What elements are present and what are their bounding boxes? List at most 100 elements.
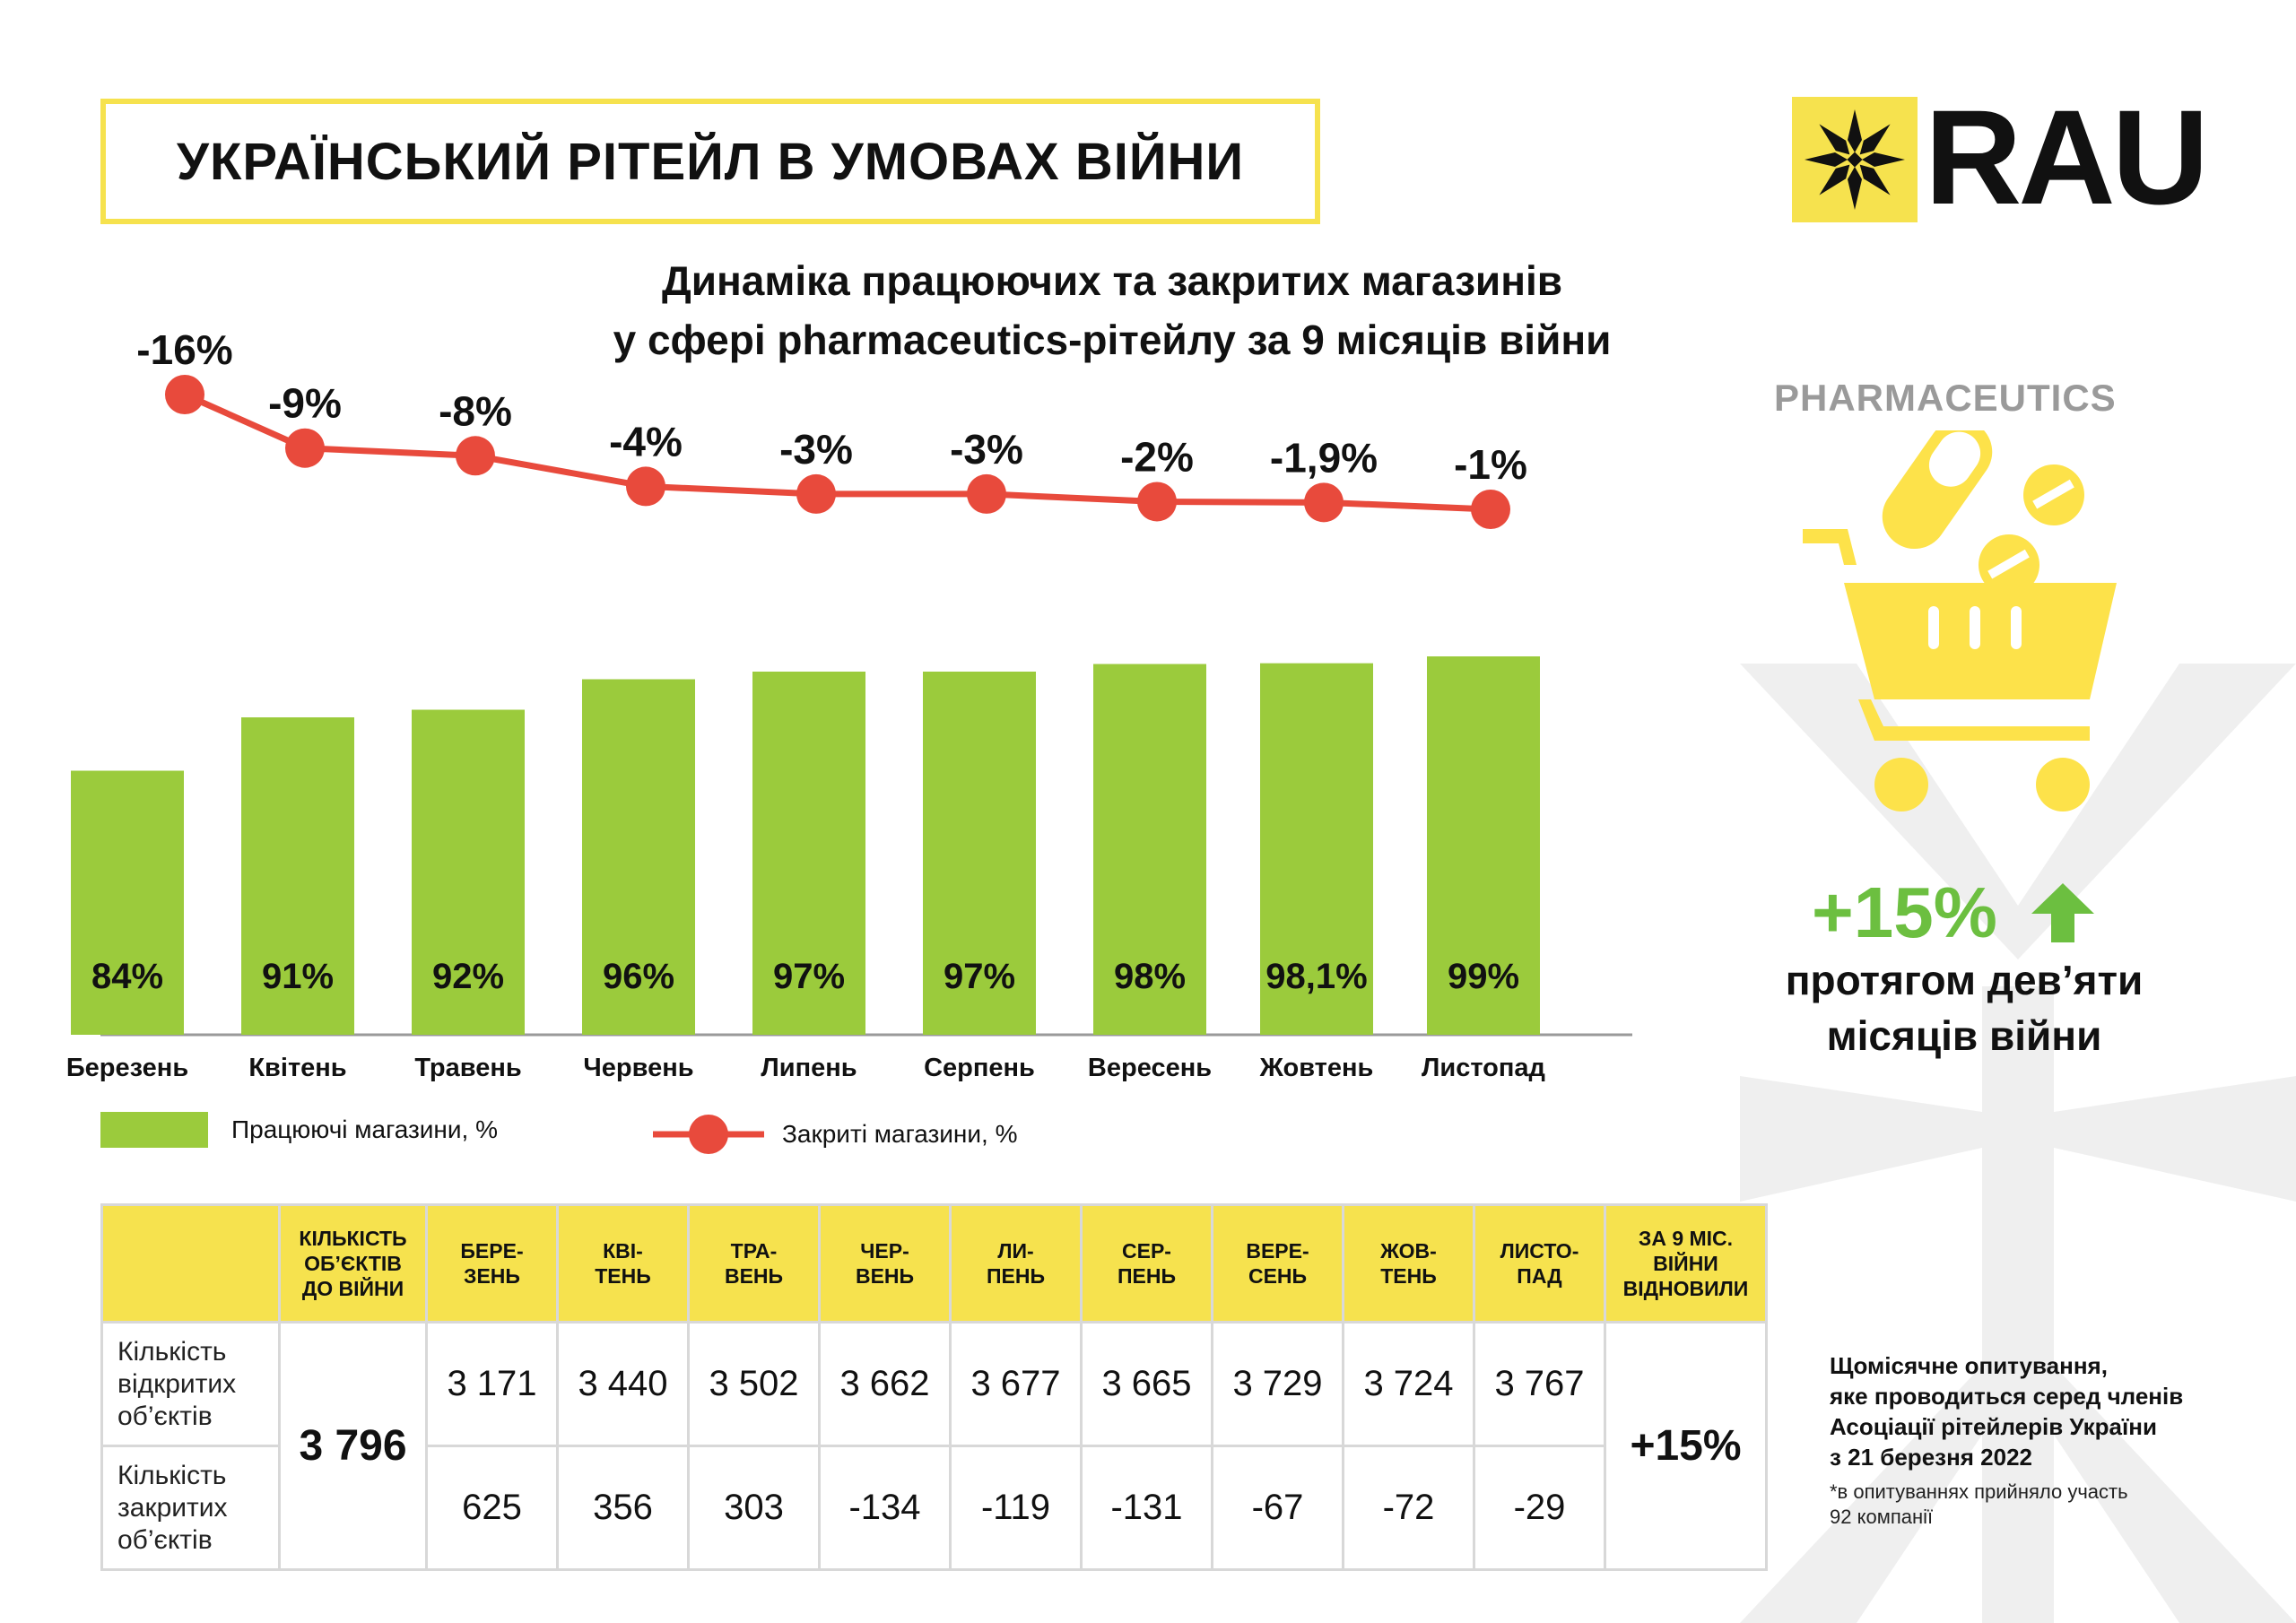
line-value-label: -2%	[1120, 433, 1194, 480]
line-point	[1304, 482, 1344, 523]
line-point	[1471, 490, 1510, 529]
table-header-cell: ЗА 9 МІС. ВІЙНИ ВІДНОВИЛИ	[1604, 1203, 1768, 1324]
table-cell: 625	[425, 1445, 559, 1571]
table-header-cell: ВЕРЕ- СЕНЬ	[1211, 1203, 1344, 1324]
table-header-cell: ЖОВ- ТЕНЬ	[1342, 1203, 1475, 1324]
table-cell: 3 665	[1080, 1321, 1213, 1447]
restored-percent: +15%	[1604, 1321, 1768, 1571]
row-label-open: Кількість відкритих об’єктів	[100, 1321, 281, 1447]
table-cell: 356	[556, 1445, 690, 1571]
chart-subtitle-line1: Динаміка працюючих та закритих магазинів	[661, 257, 1563, 304]
stores-table: КІЛЬКІСТЬ ОБ’ЄКТІВ ДО ВІЙНИ БЕРЕ- ЗЕНЬ КВІ-…	[100, 1203, 1768, 1571]
increase-caption-line1: протягом дев’яти	[1785, 957, 2144, 1003]
table-header-cell: ЛИСТО- ПАД	[1473, 1203, 1606, 1324]
bar-value-label: 91%	[262, 957, 334, 996]
increase-indicator: +15%	[1812, 872, 2094, 954]
row-label-closed: Кількість закритих об’єктів	[100, 1445, 281, 1571]
bar	[752, 672, 865, 1035]
bar	[1093, 664, 1206, 1035]
x-tick-label: Серпень	[924, 1054, 1035, 1082]
legend-bars: Працюючі магазини, %	[100, 1112, 498, 1148]
bar	[71, 770, 184, 1035]
table-cell: -119	[949, 1445, 1083, 1571]
bar-value-label: 84%	[91, 957, 163, 996]
table-cell: 3 724	[1342, 1321, 1475, 1447]
shopping-cart-with-pills-icon	[1803, 430, 2117, 812]
legend-bar-label: Працюючі магазини, %	[231, 1115, 498, 1143]
table-header-cell: БЕРЕ- ЗЕНЬ	[425, 1203, 559, 1324]
x-tick-label: Липень	[761, 1054, 857, 1082]
bar	[1260, 663, 1373, 1035]
x-tick-label: Червень	[583, 1054, 693, 1082]
logo-star-icon	[1792, 97, 1918, 222]
table-header-cell: ЛИ- ПЕНЬ	[949, 1203, 1083, 1324]
line-value-label: -1%	[1454, 441, 1527, 488]
bar-value-label: 98%	[1114, 957, 1186, 996]
line-point	[796, 473, 836, 514]
x-tick-label: Квітень	[248, 1054, 346, 1082]
table-row-closed: Кількість закритих об’єктів 625 356 303 -1…	[100, 1445, 1767, 1571]
line-value-label: -9%	[268, 380, 342, 427]
increase-caption: протягом дев’яти місяців війни	[1722, 952, 2206, 1063]
bar-value-label: 92%	[432, 957, 504, 996]
legend-line: Закриті магазини, %	[653, 1112, 1018, 1157]
line-value-label: -3%	[950, 426, 1023, 473]
survey-footnote: *в опитуваннях прийняло участь 92 компан…	[1830, 1480, 2128, 1528]
page-title: УКРАЇНСЬКИЙ РІТЕЙЛ В УМОВАХ ВІЙНИ	[100, 99, 1320, 224]
x-tick-label: Листопад	[1422, 1054, 1545, 1082]
category-label: PHARMACEUTICS	[1774, 377, 2117, 419]
arrow-up-icon	[2031, 883, 2094, 942]
bar-value-label: 97%	[773, 957, 845, 996]
chart-subtitle: Динаміка працюючих та закритих магазинів…	[502, 251, 1722, 369]
table-header-row: КІЛЬКІСТЬ ОБ’ЄКТІВ ДО ВІЙНИ БЕРЕ- ЗЕНЬ КВІ-…	[100, 1203, 1768, 1324]
bar-value-label: 97%	[944, 957, 1015, 996]
line-point	[626, 466, 665, 507]
table-row-open: Кількість відкритих об’єктів 3 796 3 171 3…	[100, 1321, 1768, 1571]
x-tick-label: Травень	[414, 1054, 521, 1082]
table-cell: -29	[1473, 1445, 1606, 1571]
line-value-label: -8%	[439, 387, 512, 434]
rau-logo: RAU	[1792, 90, 2209, 224]
bar	[241, 717, 354, 1035]
x-tick-label: Березень	[66, 1054, 188, 1082]
increase-value: +15%	[1812, 872, 1997, 952]
bar	[582, 679, 695, 1035]
table-cell: 3 677	[949, 1321, 1083, 1447]
bar	[923, 672, 1036, 1035]
chart: 84% Березень 91% Квітень 92% Травень 96% Червен…	[66, 326, 1632, 1082]
bar	[1427, 656, 1540, 1035]
table-cell: 3 171	[425, 1321, 559, 1447]
line-value-label: -3%	[779, 426, 853, 473]
table-cell: -134	[818, 1445, 952, 1571]
chart-subtitle-line2: у сфері pharmaceutics-рітейлу за 9 місяц…	[613, 317, 1612, 363]
bar-value-label: 98,1%	[1265, 957, 1367, 996]
x-tick-label: Жовтень	[1259, 1054, 1374, 1082]
line-value-label: -1,9%	[1270, 434, 1378, 481]
table-cell: 3 767	[1473, 1321, 1606, 1447]
logo-text: RAU	[1925, 82, 2209, 232]
table-cell: 303	[687, 1445, 821, 1571]
bar-value-label: 99%	[1448, 957, 1519, 996]
line-point	[285, 428, 325, 468]
table-cell: -131	[1080, 1445, 1213, 1571]
line-point	[165, 375, 204, 414]
line-point	[967, 473, 1006, 514]
legend-line-label: Закриті магазини, %	[782, 1120, 1018, 1148]
table-header-cell: ЧЕР- ВЕНЬ	[818, 1203, 952, 1324]
table-header-cell: КІЛЬКІСТЬ ОБ’ЄКТІВ ДО ВІЙНИ	[278, 1203, 428, 1324]
table-cell: 3 729	[1211, 1321, 1344, 1447]
table-header-cell: КВІ- ТЕНЬ	[556, 1203, 690, 1324]
bar	[412, 709, 525, 1035]
line-point	[456, 436, 495, 476]
table-cell: 3 440	[556, 1321, 690, 1447]
increase-caption-line2: місяців війни	[1826, 1012, 2102, 1059]
line-point	[1137, 482, 1177, 522]
table-cell: 3 502	[687, 1321, 821, 1447]
line-value-label: -4%	[609, 418, 683, 464]
before-war-count: 3 796	[278, 1321, 428, 1571]
table-header-cell: ТРА- ВЕНЬ	[687, 1203, 821, 1324]
table-cell: -67	[1211, 1445, 1344, 1571]
table-cell: -72	[1342, 1445, 1475, 1571]
table-header-cell: СЕР- ПЕНЬ	[1080, 1203, 1213, 1324]
bar-value-label: 96%	[603, 957, 674, 996]
